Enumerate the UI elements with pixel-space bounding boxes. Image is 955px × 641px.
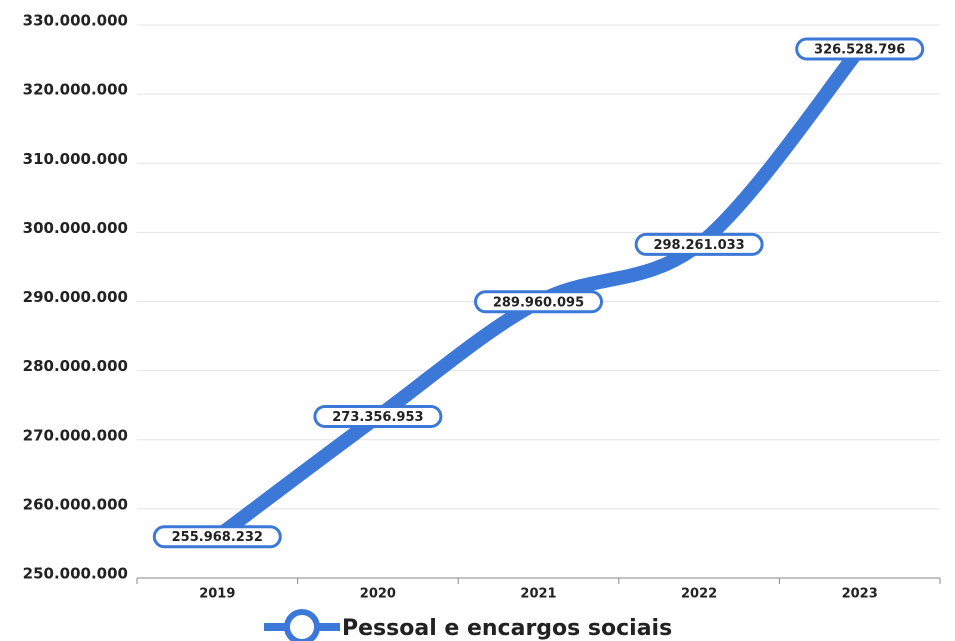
data-label: 273.356.953 [332,410,423,425]
x-tick-label: 2021 [520,587,556,602]
x-tick-label: 2023 [842,587,878,602]
y-tick-label: 260.000.000 [23,495,128,513]
data-label: 298.261.033 [653,238,744,253]
y-tick-label: 280.000.000 [23,357,128,375]
data-label-box [313,405,443,429]
y-tick-label: 320.000.000 [23,81,128,99]
data-label: 289.960.095 [493,295,584,310]
y-tick-label: 290.000.000 [23,288,128,306]
legend-marker [284,609,320,641]
x-tick-label: 2019 [199,587,235,602]
data-label: 326.528.796 [814,42,905,57]
x-tick-label: 2020 [360,587,396,602]
y-tick-label: 250.000.000 [23,565,128,583]
data-label-box [474,290,603,314]
y-tick-label: 270.000.000 [23,426,128,444]
legend-label: Pessoal e encargos sociais [342,616,672,641]
y-tick-label: 300.000.000 [23,219,128,237]
data-label-box [795,37,925,61]
x-tick-label: 2022 [681,587,717,602]
y-tick-label: 330.000.000 [23,12,128,30]
data-label: 255.968.232 [172,530,263,545]
y-tick-label: 310.000.000 [23,150,128,168]
data-label-box [634,232,764,256]
data-label-box [152,525,282,549]
